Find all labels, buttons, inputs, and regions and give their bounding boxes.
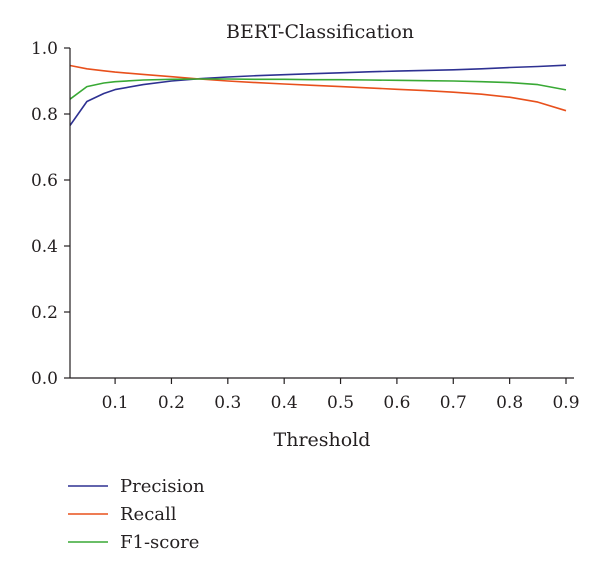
series-line-precision [69, 64, 567, 126]
x-tick-label: 0.5 [327, 393, 354, 413]
x-tick-label: 0.4 [271, 393, 298, 413]
x-tick-label: 0.6 [383, 393, 410, 413]
x-axis: 0.1 0.2 0.3 0.4 0.5 0.6 0.7 0.8 0.9 [102, 378, 580, 413]
x-tick-label: 0.1 [102, 393, 129, 413]
y-tick-label: 0.4 [31, 237, 58, 257]
x-tick-label: 0.2 [158, 393, 185, 413]
x-axis-label: Threshold [274, 429, 371, 451]
y-axis: 0.0 0.2 0.4 0.6 0.8 1.0 [31, 39, 70, 389]
legend-label-f1-score: F1-score [120, 532, 199, 553]
legend: Precision Recall F1-score [68, 476, 205, 553]
y-tick-label: 1.0 [31, 39, 58, 59]
series-layer [69, 64, 567, 126]
chart-title: BERT-Classification [226, 21, 414, 43]
y-tick-label: 0.0 [31, 369, 58, 389]
series-line-recall [69, 64, 567, 112]
x-tick-label: 0.7 [440, 393, 467, 413]
legend-label-recall: Recall [120, 504, 177, 525]
x-tick-label: 0.9 [552, 393, 579, 413]
y-tick-label: 0.2 [31, 303, 58, 323]
y-tick-label: 0.6 [31, 171, 58, 191]
y-tick-label: 0.8 [31, 105, 58, 125]
x-tick-label: 0.3 [214, 393, 241, 413]
series-line-f1-score [69, 78, 567, 100]
x-tick-label: 0.8 [496, 393, 523, 413]
legend-label-precision: Precision [120, 476, 205, 497]
